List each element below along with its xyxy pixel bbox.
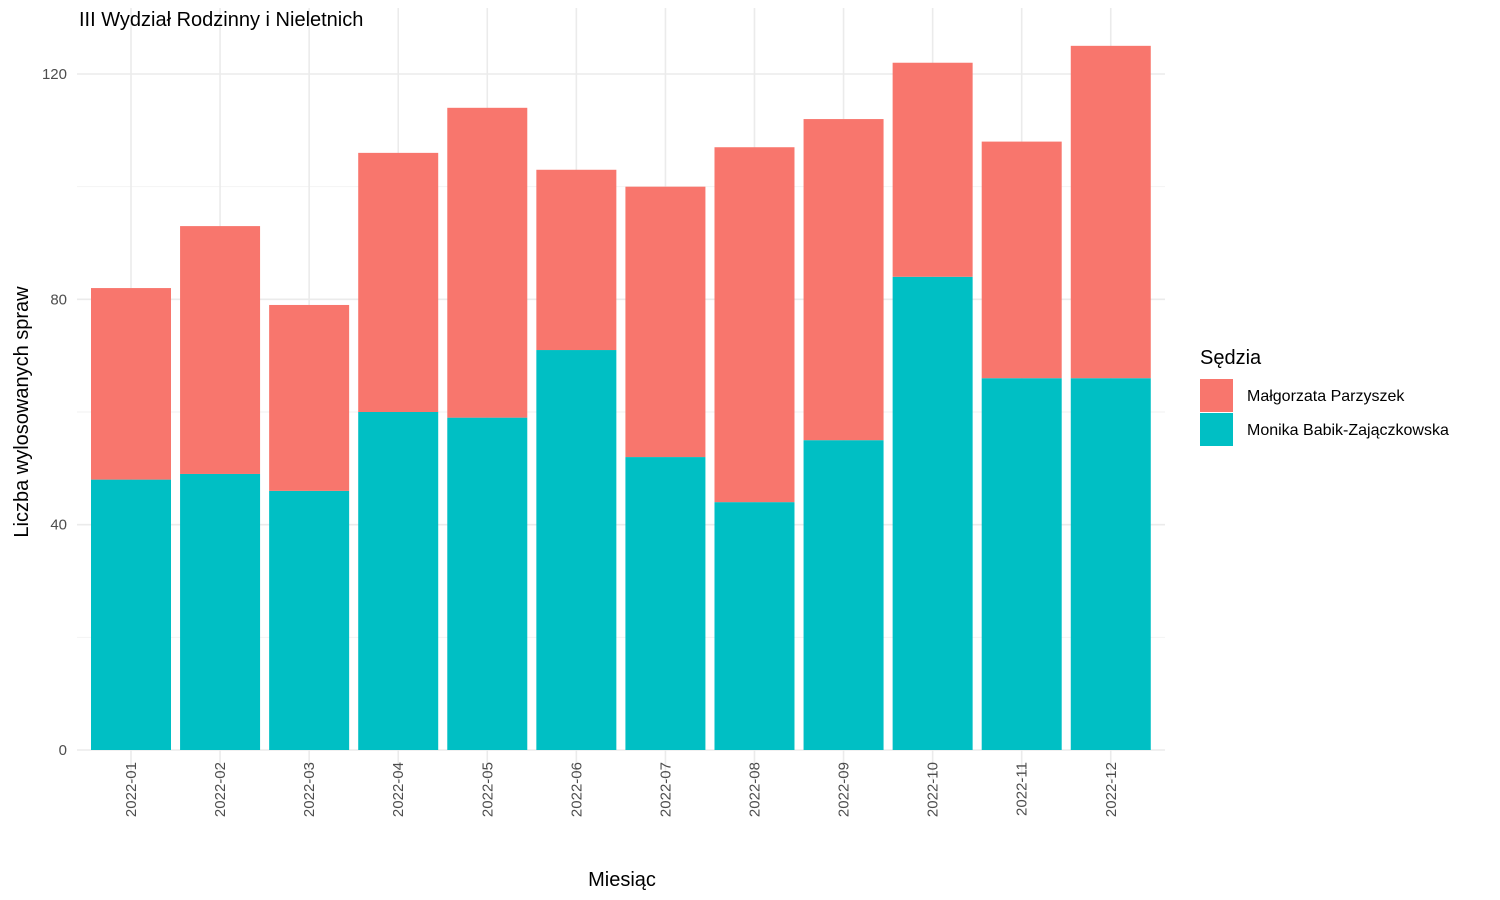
bar-segment: [180, 226, 261, 474]
x-axis-ticks: 2022-01 2022-02 2022-03 2022-04 2022-05 2022-…: [123, 762, 1120, 817]
bar-segment: [803, 119, 884, 441]
bar-segment: [803, 440, 884, 750]
legend: Sędzia Małgorzata Parzyszek Monika Babik-…: [1200, 347, 1449, 446]
y-tick-label: 0: [59, 742, 67, 759]
bar-segment: [269, 304, 350, 491]
y-tick-label: 120: [42, 66, 67, 83]
chart-title: III Wydział Rodzinny i Nieletnich: [79, 9, 363, 31]
legend-swatch: [1200, 379, 1233, 412]
bar-segment: [358, 412, 439, 750]
bar-segment: [892, 62, 973, 277]
bars-layer: [91, 45, 1151, 750]
bar-segment: [536, 169, 617, 351]
x-tick-label: 2022-04: [390, 762, 407, 817]
y-tick-label: 40: [50, 517, 67, 534]
bar-segment: [1070, 45, 1151, 379]
bar-segment: [536, 350, 617, 750]
bar-segment: [714, 147, 795, 503]
bar-segment: [91, 288, 171, 480]
x-tick-label: 2022-06: [568, 762, 585, 817]
y-axis-ticks: 0 40 80 120: [42, 66, 67, 759]
bar-segment: [180, 473, 261, 750]
x-tick-label: 2022-10: [925, 762, 942, 817]
bar-segment: [625, 457, 706, 750]
x-tick-label: 2022-05: [479, 762, 496, 817]
x-tick-label: 2022-01: [123, 762, 140, 817]
x-tick-label: 2022-03: [301, 762, 318, 817]
legend-items: Małgorzata Parzyszek Monika Babik-Zajączk…: [1200, 379, 1449, 446]
x-axis-title: Miesiąc: [588, 869, 656, 891]
bar-segment: [981, 141, 1062, 379]
bar-segment: [91, 479, 171, 750]
x-tick-label: 2022-09: [836, 762, 853, 817]
legend-label: Monika Babik-Zajączkowska: [1247, 422, 1449, 439]
x-tick-label: 2022-12: [1103, 762, 1120, 817]
bar-segment: [625, 186, 706, 458]
x-tick-label: 2022-07: [657, 762, 674, 817]
bar-segment: [981, 378, 1062, 750]
bar-segment: [269, 490, 350, 750]
bar-segment: [714, 502, 795, 750]
legend-label: Małgorzata Parzyszek: [1247, 388, 1405, 405]
legend-swatch: [1200, 413, 1233, 446]
y-axis-title: Liczba wylosowanych spraw: [11, 286, 33, 538]
bar-segment: [358, 152, 439, 412]
x-tick-label: 2022-08: [746, 762, 763, 817]
bar-segment: [892, 276, 973, 750]
legend-title: Sędzia: [1200, 347, 1262, 369]
bar-segment: [1070, 378, 1151, 750]
x-tick-label: 2022-02: [212, 762, 229, 817]
x-tick-label: 2022-11: [1014, 762, 1031, 816]
bar-segment: [447, 107, 528, 418]
bar-segment: [447, 417, 528, 750]
y-tick-label: 80: [50, 291, 67, 308]
